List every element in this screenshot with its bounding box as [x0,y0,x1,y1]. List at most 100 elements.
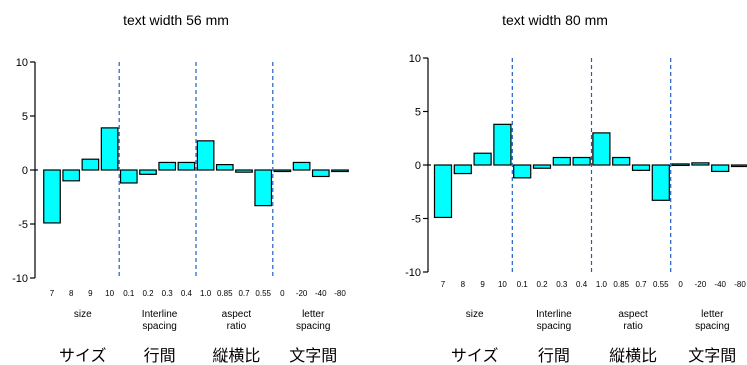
x-tick-label: 0.1 [517,280,529,289]
group-label-japanese: サイズ [451,346,499,365]
bar [139,169,157,175]
y-tick-label: -5 [18,219,28,231]
y-tick-label: -5 [411,214,421,226]
bar [592,132,611,166]
group-label: Interline [142,309,178,320]
chart-panel-2: text width 80 mm 10 5 0 -5 -10 7 8 9 10 0.1 0.2 0.3… [405,12,747,365]
bar [235,169,253,173]
group-label: Interline [536,309,572,320]
x-tick-label: 7 [50,289,55,298]
bar [177,161,196,171]
y-tick-label: 5 [22,111,28,123]
bar [671,163,690,167]
group-label: aspect [222,309,252,320]
bar [493,123,512,166]
bar [254,169,273,207]
bar [532,164,552,169]
x-tick-label: 0.85 [613,280,629,289]
x-tick-label: 10 [498,280,507,289]
bar [158,161,177,171]
group-label: size [466,309,484,320]
group-label: spacing [695,321,729,332]
group-label: ratio [623,321,643,332]
bar [711,164,730,173]
group-label-japanese: 縦横比 [609,346,657,365]
group-label: size [74,309,92,320]
group-label: ratio [227,321,247,332]
bar [473,152,492,166]
bar [119,169,138,184]
group-label-japanese: 文字間 [688,346,736,365]
y-tick-label: -10 [12,273,28,285]
group-label-japanese: 縦横比 [212,346,260,365]
x-tick-label: 0.7 [238,289,250,298]
x-tick-label: 1.0 [596,280,608,289]
x-tick-label: 0.55 [255,289,271,298]
x-tick-label: 0.4 [181,289,193,298]
x-tick-label: 0 [678,280,683,289]
bar [612,156,631,166]
x-tick-label: 0.3 [556,280,568,289]
x-tick-label: 9 [480,280,485,289]
x-tick-label: 7 [441,280,446,289]
bar [651,164,670,201]
bar [691,162,710,166]
chart-title-1: text width 56 mm [123,12,229,28]
y-tick-label: 5 [415,107,421,119]
group-label: spacing [142,321,176,332]
x-tick-label: 8 [69,289,74,298]
y-tick-label: 10 [16,57,28,69]
bar [730,164,747,168]
x-tick-label: -40 [714,280,726,289]
bar [100,127,119,171]
group-label-japanese: 行間 [144,346,176,365]
bar [433,164,453,219]
group-label-japanese: 文字間 [289,346,337,365]
y-tick-label: -10 [405,267,421,279]
x-tick-label: 8 [461,280,466,289]
x-tick-label: 1.0 [200,289,212,298]
bar [311,169,330,178]
x-tick-label: 0 [280,289,285,298]
bar [196,140,215,171]
group-label-japanese: サイズ [59,346,107,365]
group-label: spacing [296,321,330,332]
bar [513,164,532,179]
group-label-japanese: 行間 [538,346,570,365]
x-tick-label: 0.3 [162,289,174,298]
x-tick-label: -80 [334,289,346,298]
group-label: spacing [537,321,571,332]
x-tick-label: 0.85 [217,289,233,298]
bar [292,161,311,171]
x-tick-label: -20 [296,289,308,298]
bar [43,169,61,224]
bar [552,156,571,166]
x-tick-label: -40 [315,289,327,298]
bar [572,156,591,166]
group-label: letter [701,309,724,320]
x-tick-label: -20 [695,280,707,289]
y-tick-label: 0 [415,160,421,172]
group-label: letter [302,309,325,320]
bar [215,164,234,171]
y-tick-label: 0 [22,165,28,177]
x-tick-label: 0.7 [635,280,647,289]
x-tick-label: 0.2 [536,280,548,289]
bar [631,164,651,171]
bar [331,169,349,173]
bar [81,158,100,171]
x-tick-label: 0.55 [653,280,669,289]
x-tick-label: 0.4 [576,280,588,289]
x-tick-label: 0.1 [123,289,135,298]
y-tick-label: 10 [409,53,421,65]
x-tick-label: 9 [88,289,93,298]
chart-panel-1: text width 56 mm 10 5 0 -5 -10 7 8 9 10 0.1 0.2 0.3… [12,12,349,365]
group-label: aspect [618,309,648,320]
bar [453,164,472,175]
bar [273,169,292,173]
chart-title-2: text width 80 mm [502,12,608,28]
x-tick-label: -80 [734,280,746,289]
x-tick-label: 10 [105,289,114,298]
bar [62,169,81,182]
